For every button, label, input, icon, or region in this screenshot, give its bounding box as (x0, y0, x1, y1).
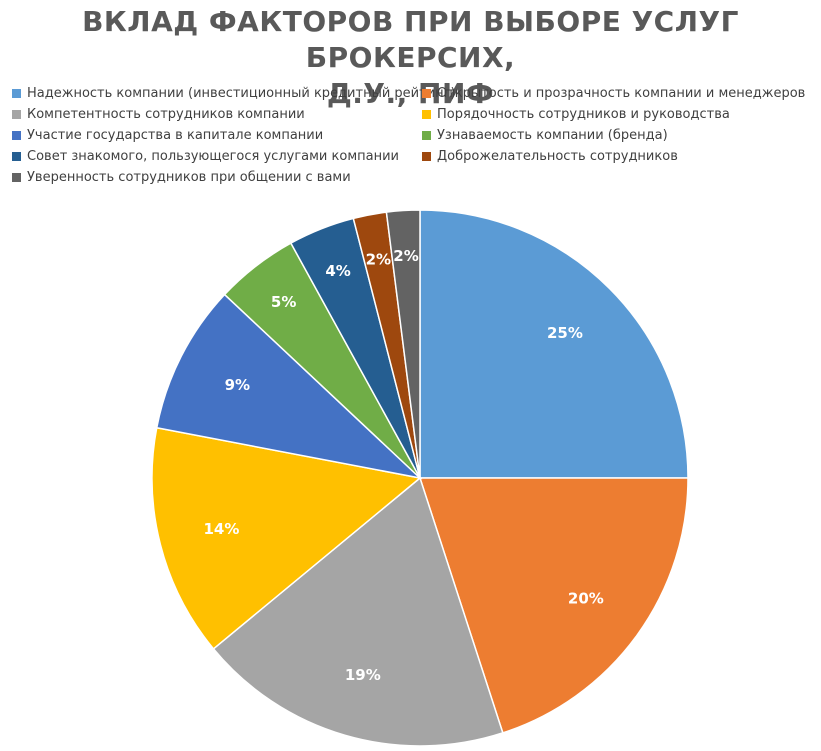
pie-slice (155, 293, 423, 480)
legend-item: Порядочность сотрудников и руководства (422, 105, 812, 123)
slice-data-label: 25% (547, 324, 583, 342)
legend-item: Уверенность сотрудников при общении с ва… (12, 168, 422, 186)
slice-data-label: 20% (568, 590, 604, 608)
legend-item: Участие государства в капитале компании (12, 126, 422, 144)
chart-title-line-2: Д.У., ПИФ (326, 77, 495, 110)
legend-swatch (12, 172, 21, 182)
legend-swatch (12, 130, 21, 140)
slice-data-label: 5% (271, 293, 296, 311)
slice-data-label: 2% (366, 251, 391, 269)
legend-swatch (12, 88, 21, 98)
legend-item: Доброжелательность сотрудников (422, 147, 812, 165)
legend-swatch (12, 109, 21, 119)
legend-swatch (422, 151, 431, 161)
legend-swatch (422, 88, 431, 98)
legend-swatch (422, 130, 431, 140)
legend-item: Надежность компании (инвестиционный кред… (12, 84, 456, 102)
pie-slice (418, 477, 689, 734)
slice-data-label: 4% (325, 262, 350, 280)
legend-label: Надежность компании (инвестиционный кред… (27, 85, 456, 101)
slice-data-label: 9% (225, 376, 250, 394)
legend-label: Участие государства в капитале компании (27, 127, 324, 143)
legend-label: Компетентность сотрудников компании (27, 106, 305, 122)
chart-title-line-1: ВКЛАД ФАКТОРОВ ПРИ ВЫБОРЕ УСЛУГ БРОКЕРСИ… (82, 5, 739, 74)
slice-data-label: 2% (393, 247, 418, 265)
legend-label: Порядочность сотрудников и руководства (437, 106, 730, 122)
legend-label: Уверенность сотрудников при общении с ва… (27, 169, 351, 185)
legend-item: Компетентность сотрудников компании (12, 105, 422, 123)
pie-slice (419, 209, 689, 479)
legend-label: Узнаваемость компании (бренда) (437, 127, 668, 143)
legend-label: Открытость и прозрачность компании и мен… (437, 85, 806, 101)
chart-legend: Надежность компании (инвестиционный кред… (12, 84, 812, 186)
pie-slice (385, 209, 421, 479)
pie-slice (212, 476, 504, 747)
legend-item: Узнаваемость компании (бренда) (422, 126, 812, 144)
slice-data-label: 14% (203, 520, 239, 538)
slice-data-label: 19% (345, 666, 381, 684)
chart-title: ВКЛАД ФАКТОРОВ ПРИ ВЫБОРЕ УСЛУГ БРОКЕРСИ… (0, 4, 821, 112)
legend-label: Доброжелательность сотрудников (437, 148, 678, 164)
pie-slice (151, 426, 422, 650)
legend-item: Открытость и прозрачность компании и мен… (422, 84, 812, 102)
legend-label: Совет знакомого, пользующегося услугами … (27, 148, 399, 164)
legend-swatch (12, 151, 21, 161)
legend-swatch (422, 109, 431, 119)
legend-item: Совет знакомого, пользующегося услугами … (12, 147, 422, 165)
